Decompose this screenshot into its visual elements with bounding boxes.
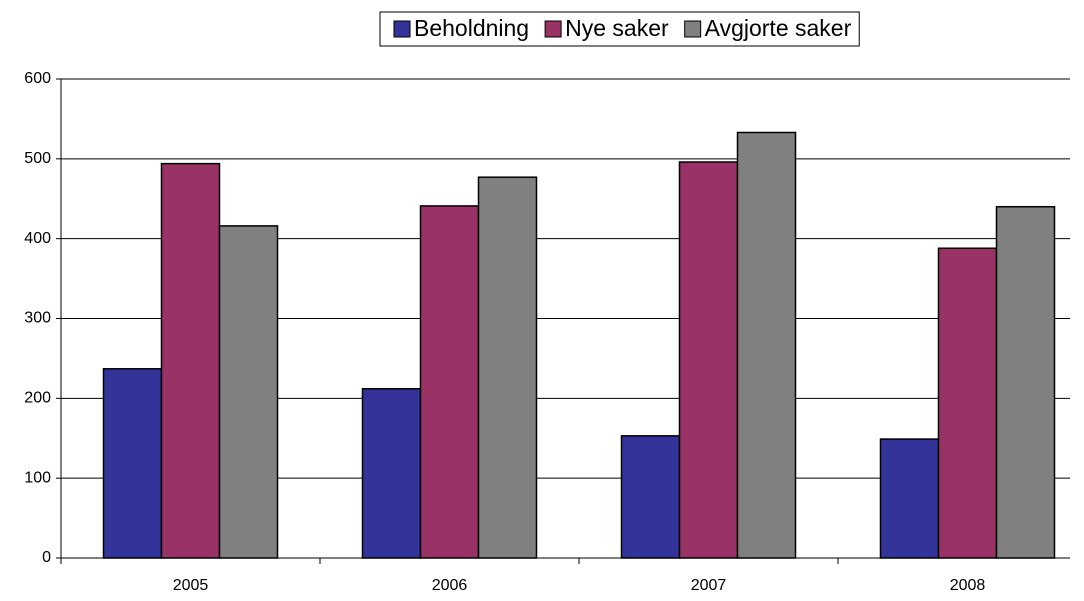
bar bbox=[736, 131, 797, 559]
x-tick-label: 2008 bbox=[950, 577, 986, 594]
y-tick-label: 100 bbox=[24, 469, 51, 486]
y-tick-label: 300 bbox=[24, 310, 51, 327]
bar bbox=[678, 161, 739, 559]
bar bbox=[620, 435, 681, 559]
y-tick-label: 600 bbox=[24, 70, 51, 87]
y-tick-label: 0 bbox=[42, 549, 51, 566]
legend-swatch bbox=[393, 20, 411, 38]
legend: Beholdning Nye saker Avgjorte saker bbox=[379, 11, 860, 47]
bar bbox=[218, 225, 279, 559]
legend-swatch bbox=[544, 20, 562, 38]
bar bbox=[160, 162, 221, 559]
y-tick-label: 500 bbox=[24, 150, 51, 167]
legend-label: Avgjorte saker bbox=[705, 15, 852, 41]
legend-swatch bbox=[684, 20, 702, 38]
legend-label: Beholdning bbox=[414, 15, 529, 41]
bar bbox=[937, 247, 998, 559]
legend-box bbox=[379, 11, 860, 47]
bar bbox=[477, 176, 538, 559]
bar bbox=[879, 438, 940, 559]
y-tick-label: 200 bbox=[24, 390, 51, 407]
bar bbox=[995, 205, 1056, 559]
x-tick-label: 2005 bbox=[173, 577, 209, 594]
bar bbox=[419, 205, 480, 559]
bar bbox=[102, 368, 163, 559]
y-tick-label: 400 bbox=[24, 230, 51, 247]
legend-label: Nye saker bbox=[565, 15, 669, 41]
x-tick-label: 2006 bbox=[432, 577, 468, 594]
bar bbox=[361, 388, 422, 559]
x-tick-label: 2007 bbox=[691, 577, 727, 594]
